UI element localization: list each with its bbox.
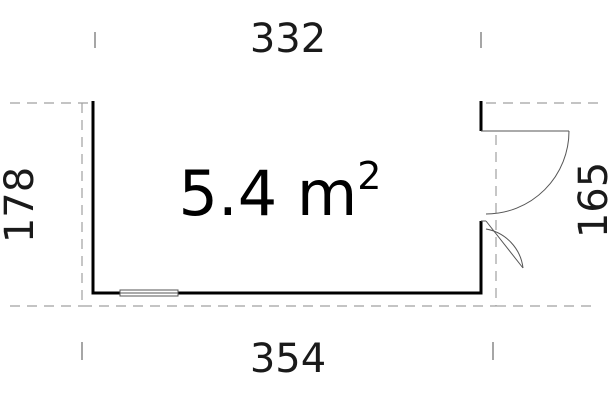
dimension-right-label: 165 (571, 162, 612, 238)
outer-dimension-guides (10, 102, 598, 307)
room-walls (91, 101, 486, 295)
area-label: 5.4 m2 (179, 154, 382, 230)
door (485, 130, 570, 269)
area-value: 5.4 m (179, 157, 358, 230)
dimension-ticks (81, 32, 494, 360)
area-exponent: 2 (357, 154, 381, 198)
dimension-top-label: 332 (250, 16, 326, 62)
dimension-bottom-label: 354 (250, 336, 326, 382)
window (119, 289, 179, 297)
dimension-left-label: 178 (0, 167, 43, 243)
